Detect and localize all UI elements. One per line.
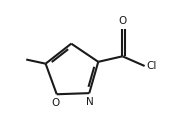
Text: N: N [86,97,94,107]
Text: O: O [51,98,60,108]
Text: O: O [118,15,127,26]
Text: Cl: Cl [147,61,157,71]
